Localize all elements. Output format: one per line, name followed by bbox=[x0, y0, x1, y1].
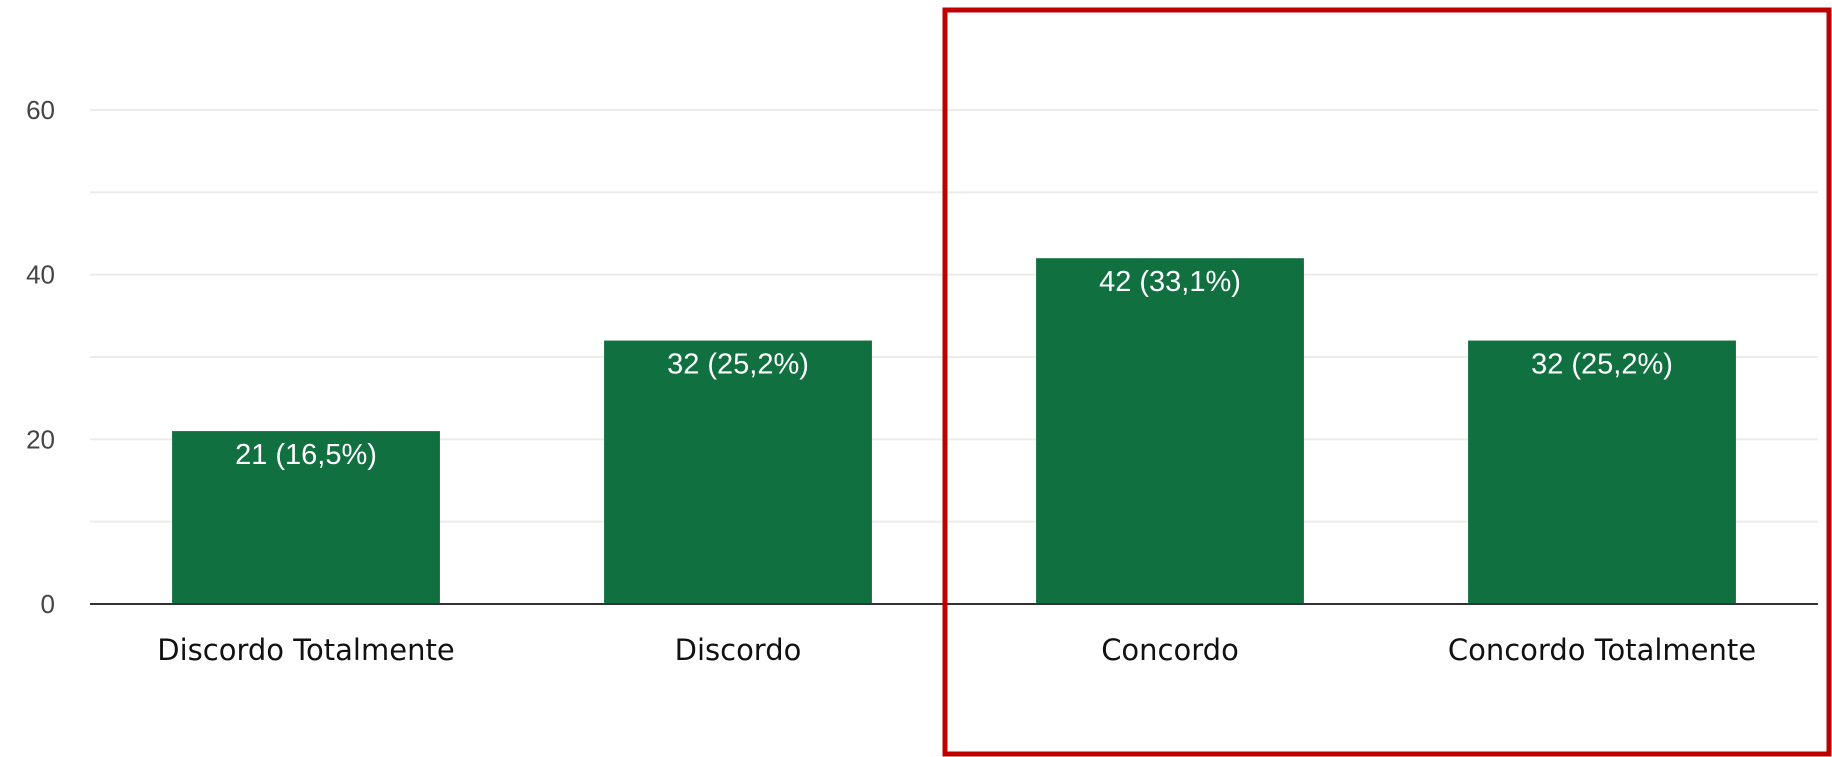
y-tick-label: 40 bbox=[26, 260, 55, 290]
bar-data-label: 32 (25,2%) bbox=[667, 349, 809, 381]
bar bbox=[1468, 340, 1736, 604]
x-category-label: Concordo Totalmente bbox=[1448, 633, 1756, 667]
x-category-label: Concordo bbox=[1101, 633, 1239, 667]
x-axis-category-labels: Discordo Totalmente Discordo Concordo Conco… bbox=[157, 633, 1756, 667]
x-category-label: Discordo Totalmente bbox=[157, 633, 454, 667]
bar-data-label: 21 (16,5%) bbox=[235, 439, 377, 471]
highlight-box bbox=[942, 7, 1832, 757]
x-category-label: Discordo bbox=[675, 633, 802, 667]
y-axis-tick-labels: 0 20 40 60 bbox=[26, 95, 55, 619]
bar bbox=[172, 431, 440, 604]
y-tick-label: 60 bbox=[26, 95, 55, 125]
bar bbox=[1036, 258, 1304, 604]
y-tick-label: 0 bbox=[41, 589, 55, 619]
bar bbox=[604, 340, 872, 604]
bars bbox=[172, 258, 1736, 604]
y-tick-label: 20 bbox=[26, 424, 55, 454]
bar-data-label: 32 (25,2%) bbox=[1531, 349, 1673, 381]
bar-data-labels: 21 (16,5%) 32 (25,2%) 42 (33,1%) 32 (25,2%) bbox=[235, 266, 1673, 471]
bar-data-label: 42 (33,1%) bbox=[1099, 266, 1241, 298]
